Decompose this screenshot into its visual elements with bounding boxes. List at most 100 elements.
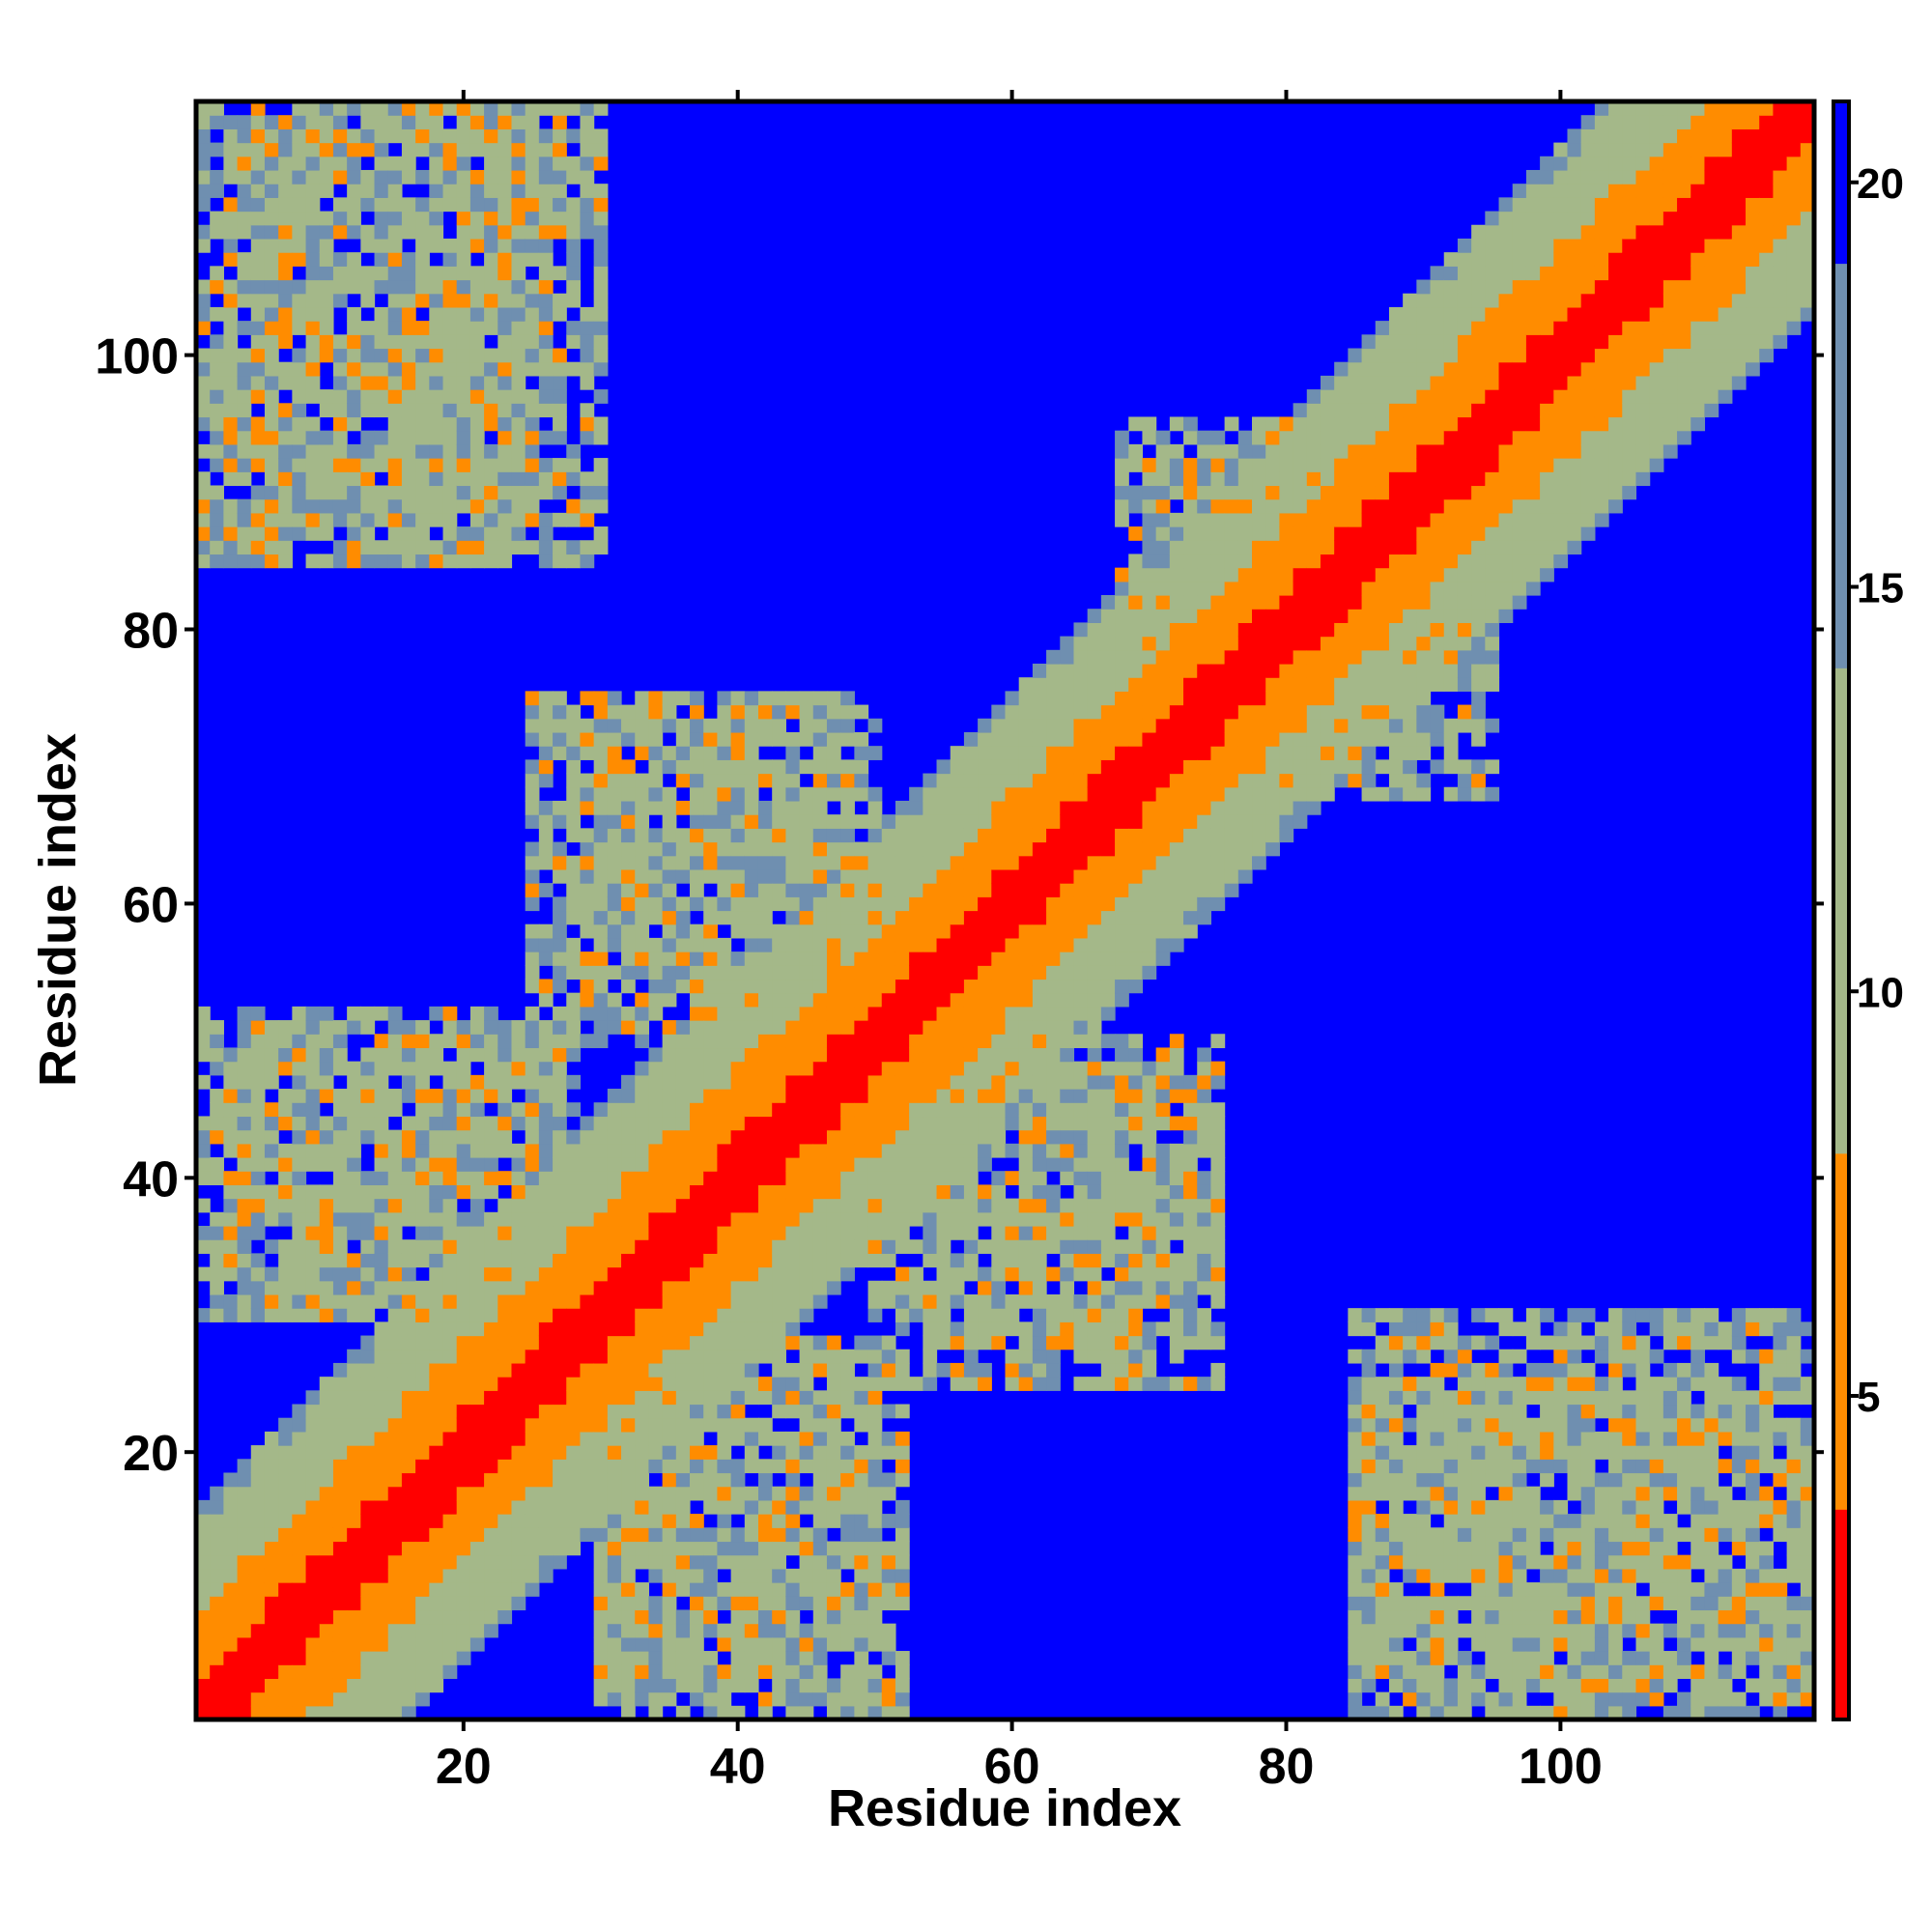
heatmap-cell [662, 1527, 677, 1543]
heatmap-cell [305, 156, 321, 171]
heatmap-cell [1046, 786, 1061, 802]
heatmap-cell [250, 1225, 266, 1240]
heatmap-cell [1087, 965, 1102, 980]
heatmap-cell [1142, 828, 1157, 843]
heatmap-cell [305, 1253, 321, 1268]
heatmap-cell [196, 1664, 211, 1680]
heatmap-cell [1060, 910, 1075, 925]
heatmap-cell [1197, 704, 1212, 720]
heatmap-cell [895, 1472, 910, 1488]
heatmap-cell [826, 1280, 841, 1295]
heatmap-cell [264, 252, 279, 267]
heatmap-cell [1046, 1034, 1061, 1049]
heatmap-cell [662, 1404, 677, 1419]
heatmap-cell [401, 403, 416, 418]
heatmap-cell [264, 238, 279, 253]
heatmap-cell [840, 1664, 855, 1680]
heatmap-cell [237, 1047, 252, 1063]
heatmap-cell [717, 786, 732, 802]
heatmap-cell [469, 1116, 485, 1131]
heatmap-cell [950, 1335, 965, 1350]
heatmap-cell [840, 1349, 855, 1364]
heatmap-cell [854, 1514, 869, 1528]
heatmap-cell [744, 1417, 759, 1433]
heatmap-cell [511, 430, 526, 445]
heatmap-cell [621, 1143, 636, 1158]
heatmap-cell [442, 1211, 458, 1227]
heatmap-cell [744, 1266, 759, 1282]
heatmap-cell [484, 1362, 498, 1378]
heatmap-cell [360, 1184, 376, 1200]
heatmap-cell [429, 1061, 444, 1076]
heatmap-cell [374, 443, 389, 459]
heatmap-cell [785, 1609, 801, 1625]
heatmap-cell [730, 1664, 746, 1680]
heatmap-cell [607, 1390, 622, 1406]
heatmap-cell [717, 1171, 732, 1185]
heatmap-cell [566, 334, 582, 350]
heatmap-cell [484, 1568, 498, 1583]
heatmap-cell [456, 361, 471, 377]
heatmap-cell [319, 485, 334, 500]
heatmap-cell [1183, 1211, 1198, 1227]
heatmap-cell [690, 841, 704, 857]
heatmap-cell [1169, 663, 1184, 678]
heatmap-cell [1128, 1293, 1144, 1309]
heatmap-cell [963, 786, 979, 802]
heatmap-cell [484, 1061, 498, 1076]
heatmap-cell [1087, 896, 1102, 912]
heatmap-cell [264, 554, 279, 569]
heatmap-cell [1087, 609, 1102, 623]
heatmap-cell [1046, 1211, 1061, 1227]
heatmap-cell [525, 430, 540, 445]
heatmap-cell [1142, 773, 1157, 788]
heatmap-cell [538, 1417, 554, 1433]
heatmap-cell [1142, 814, 1157, 829]
heatmap-cell [1060, 1102, 1075, 1118]
heatmap-cell [484, 554, 498, 569]
heatmap-cell [442, 1321, 458, 1337]
heatmap-cell [1060, 636, 1075, 651]
heatmap-cell [607, 1211, 622, 1227]
heatmap-cell [210, 443, 224, 459]
heatmap-cell [1046, 1089, 1061, 1103]
heatmap-cell [196, 1116, 211, 1131]
heatmap-cell [456, 266, 471, 281]
heatmap-cell [1115, 1211, 1129, 1227]
heatmap-cell [237, 1527, 252, 1543]
heatmap-cell [757, 1390, 773, 1406]
heatmap-cell [675, 1362, 691, 1378]
heatmap-cell [881, 910, 896, 925]
heatmap-cell [772, 773, 786, 788]
heatmap-cell [923, 828, 938, 843]
heatmap-cell [621, 1678, 636, 1693]
heatmap-cell [566, 1253, 582, 1268]
heatmap-cell [553, 868, 567, 884]
heatmap-cell [332, 1499, 348, 1515]
heatmap-cell [978, 814, 992, 829]
heatmap-cell [1046, 1349, 1061, 1364]
heatmap-cell [469, 512, 485, 527]
heatmap-cell [621, 1280, 636, 1295]
heatmap-cell [347, 1129, 361, 1145]
heatmap-cell [909, 896, 923, 912]
heatmap-cell [635, 1499, 650, 1515]
heatmap-cell [978, 1293, 992, 1309]
heatmap-cell [744, 1554, 759, 1570]
heatmap-cell [196, 1006, 211, 1021]
heatmap-cell [936, 1020, 952, 1035]
heatmap-cell [237, 554, 252, 569]
heatmap-cell [1128, 498, 1144, 514]
heatmap-cell [826, 1678, 841, 1693]
heatmap-cell [319, 1705, 334, 1720]
heatmap-cell [1115, 622, 1129, 638]
heatmap-cell [635, 1184, 650, 1200]
heatmap-cell [250, 1266, 266, 1282]
heatmap-cell [607, 992, 622, 1008]
heatmap-cell [909, 992, 923, 1008]
heatmap-cell [812, 979, 828, 994]
heatmap-cell [525, 540, 540, 555]
heatmap-cell [332, 266, 348, 281]
heatmap-cell [305, 1211, 321, 1227]
heatmap-cell [360, 1253, 376, 1268]
